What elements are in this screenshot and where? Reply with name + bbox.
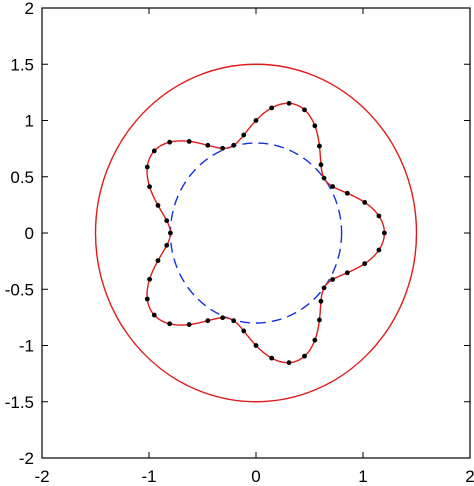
curve-point (376, 247, 382, 253)
y-tick-label: -2 (19, 449, 34, 468)
axes-layer (41, 7, 471, 459)
x-tick-label: 2 (465, 467, 474, 486)
y-tick-label: -1.5 (5, 393, 34, 412)
curve-point (164, 242, 170, 248)
curve-point (167, 139, 173, 145)
curve-point (330, 184, 336, 189)
curve-point (362, 199, 368, 205)
curve-point (376, 213, 382, 219)
curve-point (167, 321, 173, 327)
curve-point (318, 162, 324, 168)
inner-dashed-circle (169, 142, 343, 324)
x-tick-label: -2 (34, 467, 49, 486)
curve-point (147, 276, 152, 282)
curve-point (321, 175, 327, 181)
curve-point (318, 298, 324, 304)
curve-point (382, 230, 387, 236)
curve-point (205, 318, 211, 324)
curve-point (231, 318, 237, 324)
curve-point (286, 100, 292, 106)
curve-point (241, 132, 247, 138)
curve-point (269, 105, 275, 111)
points-layer (144, 100, 387, 366)
curve-point (205, 142, 211, 148)
curve-point (164, 218, 170, 224)
x-tick-label: 0 (251, 467, 260, 486)
curve-point (144, 164, 150, 170)
curve-point (362, 261, 368, 267)
y-tick-label: -0.5 (5, 280, 34, 299)
y-tick-label: 1.5 (10, 55, 34, 74)
y-tick-label: -1 (19, 337, 34, 356)
curve-point (344, 270, 350, 276)
series-layer (94, 63, 418, 403)
curve-point (312, 123, 318, 129)
curve-point (144, 296, 150, 302)
curve-point (151, 148, 157, 154)
curve-point (147, 184, 152, 190)
axes-box (41, 7, 471, 459)
y-tick-label: 0 (25, 224, 34, 243)
curve-point (241, 328, 247, 334)
ticks-layer: -2 -1 0 1 2 2 1.5 1 0.5 0 -0.5 -1 -1.5 -2 (5, 0, 474, 486)
curve-point (317, 317, 322, 323)
curve-point (220, 315, 226, 321)
curve-point (321, 285, 327, 291)
y-tick-label: 0.5 (10, 168, 34, 187)
curve-point (317, 143, 322, 149)
star-curve (146, 102, 386, 364)
curve-point (186, 139, 192, 144)
curve-point (269, 355, 275, 361)
curve-point (168, 230, 173, 236)
y-tick-label: 1 (25, 112, 34, 131)
curve-point (330, 277, 336, 282)
x-tick-label: -1 (141, 467, 156, 486)
curve-point (286, 360, 292, 366)
curve-point (151, 312, 157, 318)
curve-point (186, 322, 192, 327)
curve-point (312, 337, 318, 343)
curve-point (302, 353, 307, 359)
curve-point (344, 190, 350, 196)
curve-point (302, 107, 307, 113)
y-tick-label: 2 (25, 0, 34, 18)
curve-point (155, 258, 161, 264)
curve-point (231, 142, 237, 148)
curve-point (155, 202, 161, 208)
curve-point (253, 343, 259, 348)
curve-point (253, 118, 259, 123)
x-tick-label: 1 (358, 467, 367, 486)
curve-point (220, 145, 226, 151)
outer-circle (94, 63, 418, 403)
